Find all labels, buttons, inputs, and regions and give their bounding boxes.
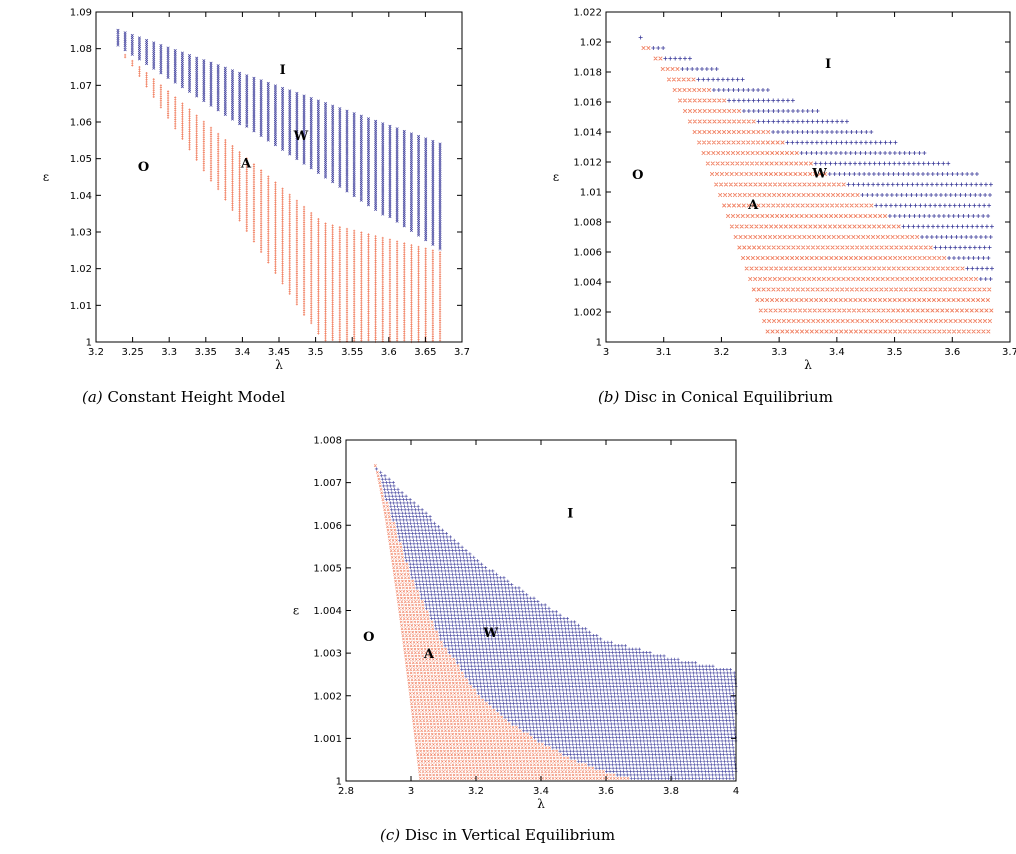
chart-a-xtick-label: 3.3 <box>161 347 177 358</box>
chart-a-frame <box>95 11 463 343</box>
chart-a-caption-text: Constant Height Model <box>107 388 286 406</box>
chart-a-ytick-label: 1.05 <box>70 154 92 165</box>
chart-a-xlabel: λ <box>275 358 283 372</box>
chart-a-xtick-label: 3.7 <box>454 347 470 358</box>
chart-b-ytick-label: 1.012 <box>573 158 602 169</box>
chart-b-frame <box>605 11 1011 343</box>
chart-c-ytick-label: 1 <box>336 777 342 788</box>
chart-b-xtick-label: 3.3 <box>771 347 787 358</box>
chart-a-caption: (a) Constant Height Model <box>82 388 285 406</box>
chart-c-ytick-label: 1.007 <box>313 478 342 489</box>
chart-c-frame <box>345 439 737 782</box>
chart-a-series-a-markers <box>124 53 442 344</box>
chart-b-ytick-label: 1.022 <box>573 8 602 19</box>
chart-c-ylabel: ε <box>293 604 299 618</box>
chart-c-series-w-markers <box>374 467 738 780</box>
chart-c-ytick-label: 1.003 <box>313 649 342 660</box>
chart-a-ytick-label: 1.06 <box>70 118 92 129</box>
chart-c-ytick-label: 1.006 <box>313 521 342 532</box>
chart-a-xtick-label: 3.4 <box>234 347 250 358</box>
chart-b-series-w-markers <box>638 35 994 281</box>
chart-a-ytick-label: 1 <box>86 338 92 349</box>
chart-a-ytick-label: 1.08 <box>70 44 92 55</box>
chart-b-xtick-label: 3.6 <box>944 347 960 358</box>
chart-b-series-a-markers <box>641 45 994 334</box>
chart-b-region-w: W <box>811 167 827 182</box>
chart-b-panel: 3 3.1 3.2 3.3 3.4 3.5 3.6 3.7 1 1.002 1.004 1.006 1.… <box>530 0 1016 380</box>
chart-c-caption-text: Disc in Vertical Equilibrium <box>404 826 616 844</box>
chart-a-xtick-label: 3.45 <box>268 347 290 358</box>
chart-b-caption: (b) Disc in Conical Equilibrium <box>598 388 833 406</box>
chart-c-region-o: O <box>363 630 374 645</box>
chart-b-xtick-label: 3.5 <box>887 347 903 358</box>
chart-c-xtick-label: 3.2 <box>468 786 484 797</box>
chart-b-ytick-label: 1.002 <box>573 308 602 319</box>
chart-b-ytick-label: 1.014 <box>573 128 602 139</box>
chart-a-ytick-label: 1.03 <box>70 228 92 239</box>
chart-c: 2.8 3 3.2 3.4 3.6 3.8 4 1 1.001 1.002 1.003 1.004 1.… <box>293 436 739 812</box>
chart-a-region-w: W <box>293 129 309 144</box>
chart-b-region-o: O <box>632 168 643 183</box>
chart-a-region-i: I <box>280 63 286 78</box>
chart-c-xtick-label: 3 <box>408 786 414 797</box>
chart-c-ytick-label: 1.001 <box>313 734 342 745</box>
chart-a-ylabel: ε <box>43 170 49 184</box>
chart-c-region-i: I <box>567 506 573 521</box>
chart-b-xtick-label: 3 <box>603 347 609 358</box>
chart-b-xtick-label: 3.1 <box>656 347 672 358</box>
chart-a-xtick-label: 3.55 <box>341 347 363 358</box>
chart-b-ytick-label: 1.02 <box>580 38 602 49</box>
chart-c-region-w: W <box>482 626 498 641</box>
chart-c-caption: (c) Disc in Vertical Equilibrium <box>380 826 615 844</box>
chart-a-ytick-label: 1.04 <box>70 191 92 202</box>
chart-b-ylabel: ε <box>553 170 559 184</box>
chart-b-ytick-label: 1.016 <box>573 98 602 109</box>
chart-a-panel: 3.2 3.25 3.3 3.35 3.4 3.45 3.5 3.55 3.6 3.65 3.7 1 1… <box>0 0 480 380</box>
chart-b-region-a: A <box>747 198 759 213</box>
chart-c-ytick-label: 1.002 <box>313 691 342 702</box>
chart-c-xtick-label: 3.6 <box>598 786 614 797</box>
chart-c-xtick-label: 3.8 <box>663 786 679 797</box>
chart-c-ytick-label: 1.004 <box>313 606 342 617</box>
chart-b-xtick-label: 3.2 <box>713 347 729 358</box>
chart-c-xtick-label: 4 <box>733 786 739 797</box>
chart-a-ytick-label: 1.09 <box>70 8 92 19</box>
chart-a-ytick-label: 1.02 <box>70 264 92 275</box>
chart-c-xtick-label: 3.4 <box>533 786 549 797</box>
chart-c-region-a: A <box>423 647 435 662</box>
chart-a-xtick-label: 3.65 <box>414 347 436 358</box>
chart-a: 3.2 3.25 3.3 3.35 3.4 3.45 3.5 3.55 3.6 3.65 3.7 1 1… <box>43 8 470 373</box>
chart-b-ytick-label: 1 <box>596 338 602 349</box>
chart-c-ytick-label: 1.005 <box>313 563 342 574</box>
chart-a-xtick-label: 3.5 <box>308 347 324 358</box>
chart-c-caption-tag: (c) <box>380 826 401 844</box>
chart-b-ytick-label: 1.01 <box>580 188 602 199</box>
chart-a-region-a: A <box>240 156 252 171</box>
chart-a-xtick-label: 3.2 <box>88 347 104 358</box>
chart-b-ytick-label: 1.004 <box>573 278 602 289</box>
chart-c-xtick-label: 2.8 <box>338 786 354 797</box>
chart-b-caption-tag: (b) <box>598 388 620 406</box>
chart-a-series-w-markers <box>116 28 442 251</box>
chart-a-ytick-label: 1.07 <box>70 81 92 92</box>
chart-c-series-a-markers <box>373 464 630 780</box>
chart-c-ytick-label: 1.008 <box>313 436 342 447</box>
chart-b-xtick-label: 3.4 <box>829 347 845 358</box>
chart-b-ytick-label: 1.008 <box>573 218 602 229</box>
chart-a-xtick-label: 3.35 <box>195 347 217 358</box>
chart-b-xlabel: λ <box>804 358 812 372</box>
chart-a-caption-tag: (a) <box>82 388 103 406</box>
chart-b-region-i: I <box>825 57 831 72</box>
chart-c-panel: 2.8 3 3.2 3.4 3.6 3.8 4 1 1.001 1.002 1.003 1.004 1.… <box>270 430 750 820</box>
chart-a-xtick-label: 3.25 <box>121 347 143 358</box>
chart-b-caption-text: Disc in Conical Equilibrium <box>624 388 833 406</box>
chart-a-region-o: O <box>138 160 149 175</box>
chart-b-ytick-label: 1.018 <box>573 68 602 79</box>
chart-b: 3 3.1 3.2 3.3 3.4 3.5 3.6 3.7 1 1.002 1.004 1.006 1.… <box>553 8 1016 373</box>
chart-b-ytick-label: 1.006 <box>573 248 602 259</box>
chart-a-ytick-label: 1.01 <box>70 301 92 312</box>
chart-a-xtick-label: 3.6 <box>381 347 397 358</box>
chart-c-xlabel: λ <box>537 797 545 811</box>
chart-b-xtick-label: 3.7 <box>1002 347 1016 358</box>
